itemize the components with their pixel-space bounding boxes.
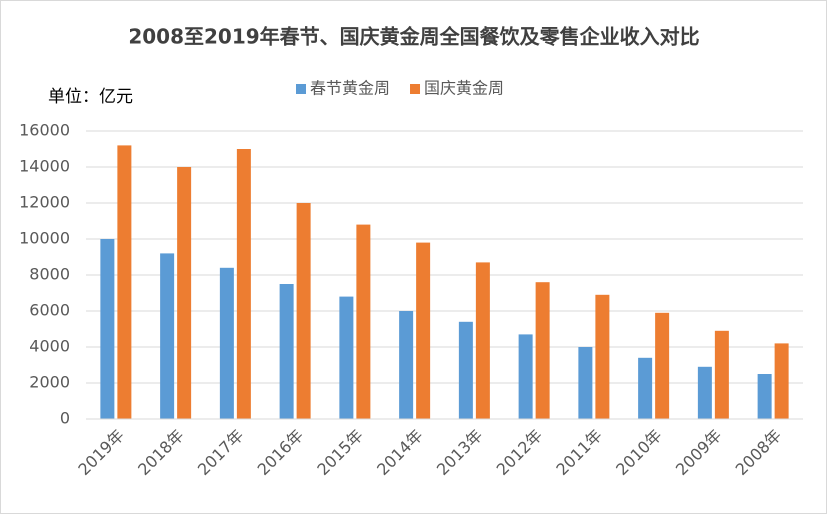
y-axis-label: 单位：亿元 — [48, 87, 133, 107]
y-tick-label: 8000 — [29, 265, 70, 284]
legend-label: 国庆黄金周 — [424, 79, 504, 98]
bar — [117, 145, 132, 419]
y-tick-label: 0 — [60, 409, 70, 428]
bar — [475, 262, 490, 419]
bar — [339, 296, 354, 419]
bar — [638, 357, 653, 419]
y-tick-label: 2000 — [29, 373, 70, 392]
y-tick-label: 6000 — [29, 301, 70, 320]
bar — [236, 149, 251, 419]
legend-swatch — [296, 84, 306, 94]
legend-label: 春节黄金周 — [310, 79, 390, 98]
bar — [697, 366, 712, 419]
bar — [535, 282, 550, 419]
y-tick-label: 16000 — [19, 121, 70, 140]
bar — [774, 343, 789, 419]
bar — [100, 239, 115, 419]
y-tick-label: 4000 — [29, 337, 70, 356]
chart-title: 2008至2019年春节、国庆黄金周全国餐饮及零售企业收入对比 — [128, 25, 699, 49]
bar — [177, 167, 192, 419]
y-tick-label: 14000 — [19, 157, 70, 176]
legend-swatch — [410, 84, 421, 94]
bar — [714, 330, 729, 419]
bar — [518, 334, 533, 419]
bar — [757, 374, 772, 419]
bar — [655, 312, 670, 419]
bar — [578, 347, 593, 419]
bar — [595, 294, 610, 419]
bar — [296, 203, 311, 419]
bar — [160, 253, 175, 419]
y-tick-label: 10000 — [19, 229, 70, 248]
bar — [219, 267, 234, 419]
y-tick-label: 12000 — [19, 193, 70, 212]
bar — [458, 321, 473, 419]
bar — [399, 311, 414, 419]
bar — [279, 284, 294, 419]
bar — [356, 224, 371, 419]
bar — [416, 242, 431, 419]
